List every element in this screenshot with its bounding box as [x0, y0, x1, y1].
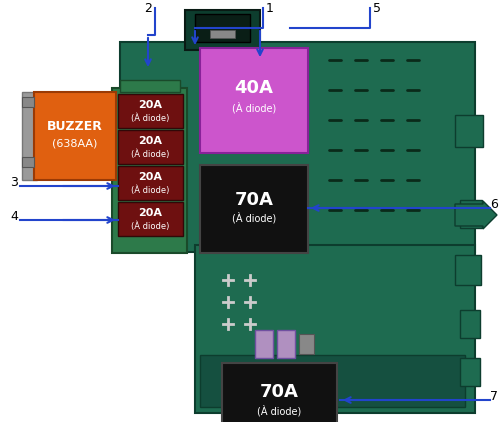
Text: 4: 4	[10, 209, 18, 222]
Bar	[22, 97, 34, 107]
Bar	[277, 330, 295, 358]
Bar	[118, 202, 183, 236]
Text: (À diode): (À diode)	[131, 113, 169, 123]
Text: 3: 3	[10, 176, 18, 189]
Bar	[222, 363, 337, 422]
Text: (À diode): (À diode)	[232, 212, 276, 224]
Text: (À diode): (À diode)	[131, 149, 169, 159]
Text: 6: 6	[490, 198, 498, 211]
Text: (À diode): (À diode)	[257, 405, 301, 417]
Text: 20A: 20A	[138, 136, 162, 146]
Text: 5: 5	[373, 2, 381, 14]
Bar	[34, 92, 116, 180]
Text: 40A: 40A	[234, 79, 274, 97]
Bar	[200, 165, 308, 253]
Bar	[22, 92, 37, 180]
Text: 2: 2	[144, 2, 152, 14]
Bar	[299, 334, 314, 354]
Bar	[195, 245, 475, 413]
Text: 70A: 70A	[260, 383, 298, 401]
Text: 1: 1	[266, 2, 274, 14]
Text: (638AA): (638AA)	[52, 138, 98, 148]
Bar	[120, 42, 475, 252]
FancyArrow shape	[455, 201, 497, 229]
Bar	[118, 166, 183, 200]
Bar	[185, 10, 260, 50]
Bar	[460, 358, 480, 386]
Text: 20A: 20A	[138, 208, 162, 218]
Bar	[455, 255, 481, 285]
Bar	[195, 14, 250, 42]
Text: (À diode): (À diode)	[131, 185, 169, 195]
Text: (À diode): (À diode)	[131, 221, 169, 231]
Bar	[200, 48, 308, 153]
Bar	[200, 355, 465, 407]
Bar	[118, 130, 183, 164]
Text: 20A: 20A	[138, 100, 162, 110]
Bar	[255, 330, 273, 358]
Bar	[22, 157, 34, 167]
Bar	[455, 115, 483, 147]
Bar	[460, 310, 480, 338]
Text: (À diode): (À diode)	[232, 102, 276, 114]
Text: BUZZER: BUZZER	[47, 119, 103, 133]
Bar	[120, 80, 180, 92]
Bar	[210, 30, 235, 38]
Bar	[112, 88, 187, 253]
Text: 7: 7	[490, 390, 498, 403]
Text: 20A: 20A	[138, 172, 162, 182]
Bar	[118, 94, 183, 128]
Bar	[460, 200, 482, 228]
Text: 70A: 70A	[234, 191, 274, 209]
